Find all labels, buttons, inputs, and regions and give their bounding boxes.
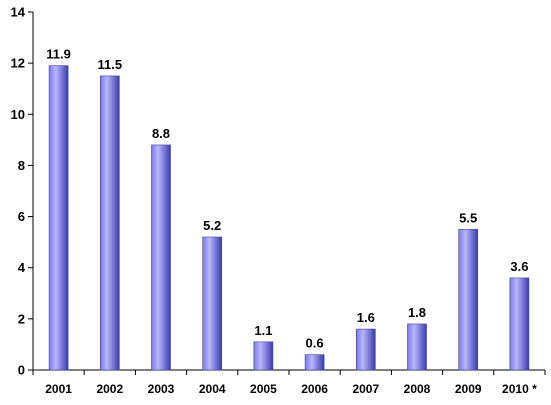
bar — [100, 75, 120, 371]
data-label: 5.5 — [459, 210, 477, 225]
x-tick-label: 2002 — [96, 382, 123, 396]
data-labels: 11.9 11.5 8.8 5.2 1.1 0.6 1.6 1.8 5.5 3.6 — [46, 47, 528, 351]
data-label: 0.6 — [306, 336, 324, 351]
data-label: 1.1 — [254, 323, 272, 338]
data-label: 3.6 — [510, 259, 528, 274]
bar — [151, 144, 171, 371]
bar — [407, 323, 427, 371]
bar — [48, 65, 69, 371]
y-tick-label: 8 — [18, 158, 25, 173]
y-tick-label: 4 — [18, 260, 26, 275]
data-label: 1.6 — [357, 310, 375, 325]
data-label: 8.8 — [152, 126, 170, 141]
x-tick-label: 2006 — [301, 382, 328, 396]
y-axis: 0 2 4 6 8 10 12 14 — [11, 5, 34, 378]
y-tick-label: 6 — [18, 209, 25, 224]
y-tick-label: 2 — [18, 311, 25, 326]
y-tick-label: 10 — [11, 107, 25, 122]
bar — [509, 277, 530, 371]
bars — [48, 65, 530, 371]
data-label: 5.2 — [203, 218, 221, 233]
x-axis: 2001 2002 2003 2004 2005 2006 2007 2008 2009 2010… — [32, 369, 546, 396]
data-label: 1.8 — [408, 305, 426, 320]
x-tick-label: 2007 — [352, 382, 379, 396]
y-tick-label: 12 — [11, 56, 25, 71]
x-tick-label: 2005 — [250, 382, 277, 396]
bar — [355, 328, 376, 371]
x-tick-label: 2008 — [404, 382, 431, 396]
data-label: 11.9 — [46, 47, 71, 62]
x-tick-label: 2003 — [148, 382, 175, 396]
x-tick-label: 2004 — [199, 382, 226, 396]
y-tick-label: 0 — [18, 363, 25, 378]
bar — [458, 229, 479, 371]
bar — [202, 236, 222, 371]
x-tick-label: 2001 — [45, 382, 72, 396]
x-tick-label: 2010 * — [502, 382, 537, 396]
data-label: 11.5 — [98, 57, 123, 72]
x-tick-label: 2009 — [455, 382, 482, 396]
bar — [304, 354, 325, 371]
y-tick-label: 14 — [11, 5, 26, 20]
bar — [253, 341, 274, 371]
